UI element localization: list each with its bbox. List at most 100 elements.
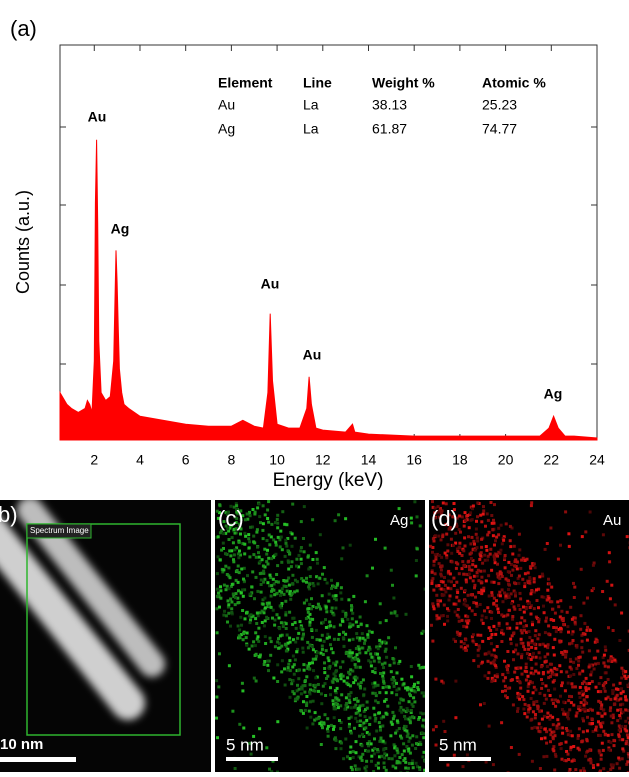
map-pixel bbox=[490, 514, 493, 517]
map-pixel bbox=[443, 576, 446, 579]
map-pixel bbox=[227, 599, 230, 602]
map-pixel bbox=[255, 576, 258, 579]
map-pixel bbox=[611, 733, 614, 736]
map-pixel bbox=[396, 761, 399, 764]
map-pixel bbox=[364, 715, 367, 718]
map-pixel bbox=[497, 527, 500, 530]
map-pixel bbox=[530, 667, 533, 670]
map-pixel bbox=[422, 719, 425, 722]
map-pixel bbox=[555, 673, 558, 676]
map-pixel bbox=[363, 642, 366, 645]
map-pixel bbox=[446, 543, 449, 546]
map-pixel bbox=[364, 726, 367, 729]
map-pixel bbox=[604, 712, 607, 715]
map-pixel bbox=[216, 595, 219, 598]
map-pixel bbox=[620, 725, 623, 728]
map-pixel bbox=[538, 575, 541, 578]
map-pixel bbox=[449, 595, 452, 598]
map-pixel bbox=[258, 556, 261, 559]
map-pixel bbox=[259, 572, 262, 575]
x-tick-label: 6 bbox=[182, 452, 190, 468]
map-pixel bbox=[589, 511, 592, 514]
map-pixel bbox=[568, 545, 571, 548]
map-pixel bbox=[498, 622, 501, 625]
map-pixel bbox=[601, 742, 604, 745]
map-pixel bbox=[479, 603, 482, 606]
map-pixel bbox=[297, 677, 300, 680]
map-pixel bbox=[333, 707, 336, 710]
table-cell: 61.87 bbox=[372, 121, 407, 137]
map-pixel bbox=[564, 510, 567, 513]
map-pixel bbox=[522, 625, 525, 628]
map-pixel bbox=[439, 573, 442, 576]
map-pixel bbox=[252, 640, 255, 643]
map-pixel bbox=[301, 628, 304, 631]
map-pixel bbox=[479, 554, 482, 557]
map-pixel bbox=[477, 665, 480, 668]
map-pixel bbox=[215, 679, 218, 682]
map-pixel bbox=[369, 653, 372, 656]
map-pixel bbox=[509, 545, 512, 548]
map-pixel bbox=[248, 546, 251, 549]
map-pixel bbox=[456, 563, 459, 566]
map-pixel bbox=[527, 682, 530, 685]
map-pixel bbox=[291, 666, 294, 669]
map-pixel bbox=[533, 607, 536, 610]
map-pixel bbox=[411, 762, 414, 765]
map-pixel bbox=[243, 567, 246, 570]
map-pixel bbox=[483, 609, 486, 612]
map-pixel bbox=[334, 594, 337, 597]
map-pixel bbox=[501, 588, 504, 591]
map-pixel bbox=[274, 645, 277, 648]
map-pixel bbox=[281, 548, 284, 551]
map-pixel bbox=[463, 564, 466, 567]
map-pixel bbox=[326, 582, 329, 585]
map-pixel bbox=[299, 620, 302, 623]
map-pixel bbox=[276, 641, 279, 644]
map-pixel bbox=[530, 658, 533, 661]
map-pixel bbox=[458, 572, 461, 575]
map-pixel bbox=[471, 609, 474, 612]
map-pixel bbox=[307, 611, 310, 614]
map-pixel bbox=[387, 636, 390, 639]
map-pixel bbox=[605, 697, 608, 700]
map-pixel bbox=[267, 669, 270, 672]
map-pixel bbox=[543, 728, 546, 731]
map-pixel bbox=[354, 663, 357, 666]
map-pixel bbox=[596, 763, 599, 766]
map-pixel bbox=[455, 567, 458, 570]
map-pixel bbox=[537, 672, 540, 675]
map-pixel bbox=[373, 747, 376, 750]
map-pixel bbox=[534, 647, 537, 650]
map-pixel bbox=[335, 702, 338, 705]
map-pixel bbox=[575, 644, 578, 647]
map-pixel bbox=[317, 690, 320, 693]
map-pixel bbox=[527, 571, 530, 574]
map-pixel bbox=[550, 669, 553, 672]
map-pixel bbox=[408, 700, 411, 703]
map-pixel bbox=[344, 708, 347, 711]
map-pixel bbox=[478, 558, 481, 561]
map-pixel bbox=[612, 689, 615, 692]
map-pixel bbox=[225, 588, 228, 591]
map-pixel bbox=[348, 639, 351, 642]
map-pixel bbox=[238, 723, 241, 726]
map-pixel bbox=[398, 660, 401, 663]
map-pixel bbox=[599, 723, 602, 726]
map-pixel bbox=[494, 664, 497, 667]
map-pixel bbox=[446, 764, 449, 767]
map-pixel bbox=[545, 755, 548, 758]
map-pixel bbox=[566, 625, 569, 628]
map-pixel bbox=[441, 594, 444, 597]
map-pixel bbox=[446, 550, 449, 553]
map-pixel bbox=[581, 640, 584, 643]
map-pixel bbox=[479, 514, 482, 517]
map-pixel bbox=[601, 715, 604, 718]
map-pixel bbox=[493, 544, 496, 547]
map-pixel bbox=[362, 637, 365, 640]
map-pixel bbox=[432, 589, 435, 592]
map-pixel bbox=[242, 632, 245, 635]
map-pixel bbox=[435, 556, 438, 559]
map-pixel bbox=[352, 750, 355, 753]
map-pixel bbox=[598, 682, 601, 685]
